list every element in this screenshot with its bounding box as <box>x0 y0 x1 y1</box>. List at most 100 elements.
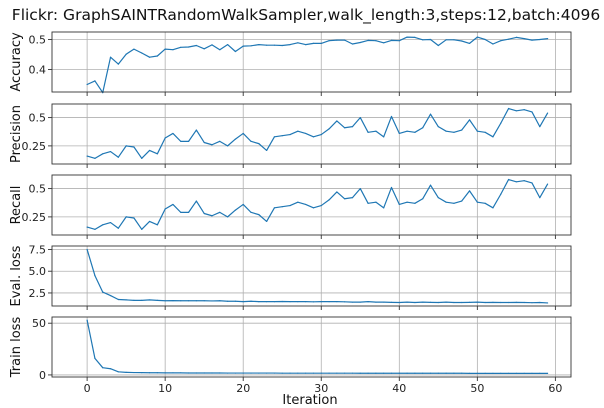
data-point <box>414 202 416 204</box>
data-point <box>102 153 104 155</box>
data-point <box>453 301 455 304</box>
data-point <box>203 372 205 374</box>
data-point <box>437 197 439 199</box>
y-tick-label: 0 <box>39 369 46 382</box>
data-point <box>219 372 221 374</box>
data-point <box>133 146 135 148</box>
data-point <box>523 38 525 40</box>
data-point <box>281 300 283 303</box>
data-point <box>258 44 260 46</box>
data-point <box>305 44 307 46</box>
y-axis-label: Accuracy <box>9 32 24 92</box>
data-point <box>500 40 502 42</box>
data-point <box>515 181 517 183</box>
data-point <box>398 203 400 206</box>
subplot-train-loss: 0 50 0 10 20 30 40 50 60 Train loss <box>9 316 572 395</box>
data-point <box>102 367 104 369</box>
data-point <box>109 56 112 58</box>
data-point <box>445 372 447 374</box>
data-point <box>429 372 432 374</box>
data-point <box>203 48 205 50</box>
data-point <box>133 371 135 374</box>
data-point <box>211 372 213 374</box>
y-tick-label: 0.25 <box>22 140 47 153</box>
x-tick-label: 20 <box>236 382 250 395</box>
data-point <box>250 300 252 302</box>
data-point <box>289 301 291 303</box>
data-point <box>476 130 478 132</box>
data-point <box>367 202 369 204</box>
data-point <box>328 199 330 201</box>
x-tick-label: 30 <box>314 382 328 395</box>
data-point <box>492 136 494 138</box>
data-point <box>351 372 354 374</box>
data-point <box>390 186 393 189</box>
data-point <box>406 36 408 38</box>
data-point <box>507 107 510 110</box>
data-point <box>227 300 229 302</box>
data-point <box>336 39 338 41</box>
data-point <box>531 302 533 304</box>
data-point <box>523 301 525 304</box>
data-point <box>359 187 361 190</box>
data-point <box>148 299 151 301</box>
data-point <box>172 203 174 206</box>
data-point <box>344 301 346 303</box>
data-point <box>227 216 229 218</box>
data-point <box>234 50 237 53</box>
data-point <box>461 129 463 131</box>
data-point <box>523 109 525 111</box>
axes-frame <box>51 174 572 236</box>
data-point <box>242 132 244 135</box>
data-point <box>507 301 510 304</box>
data-point <box>125 371 127 373</box>
data-point <box>546 183 549 185</box>
data-point <box>468 42 471 45</box>
data-point <box>219 211 221 213</box>
data-point <box>320 204 322 207</box>
figure-title: Flickr: GraphSAINTRandomWalkSampler,walk… <box>12 6 600 25</box>
data-point <box>312 372 315 374</box>
data-point <box>515 110 517 112</box>
data-point <box>227 145 229 147</box>
data-point <box>344 198 346 200</box>
data-point <box>367 131 369 133</box>
data-point <box>390 39 393 42</box>
data-point <box>211 300 213 302</box>
data-point <box>312 136 315 138</box>
data-point <box>297 130 299 132</box>
data-point <box>227 372 229 374</box>
data-point <box>351 301 354 303</box>
data-point <box>344 372 346 374</box>
data-point <box>281 372 283 374</box>
data-point <box>445 130 447 132</box>
data-point <box>344 39 346 41</box>
data-point <box>305 301 307 303</box>
data-point <box>406 201 408 203</box>
data-point <box>305 132 307 135</box>
y-tick-label: 7.5 <box>29 243 47 256</box>
data-point <box>133 48 135 50</box>
data-point <box>437 372 439 374</box>
data-point <box>367 301 369 303</box>
data-point <box>414 36 416 39</box>
y-tick-label: 50 <box>32 317 46 330</box>
data-point <box>336 191 338 193</box>
data-point <box>476 372 478 374</box>
data-point <box>273 44 276 46</box>
data-point <box>523 180 525 182</box>
series-line <box>86 36 548 94</box>
data-point <box>203 141 205 144</box>
y-axis-label: Eval. loss <box>9 245 24 306</box>
data-point <box>187 46 190 48</box>
data-point <box>414 372 416 374</box>
data-point <box>359 41 361 44</box>
data-point <box>500 193 502 195</box>
data-point <box>273 372 276 374</box>
data-point <box>437 301 439 304</box>
y-axis-label: Precision <box>9 105 24 163</box>
data-point <box>172 49 174 51</box>
data-point <box>390 301 393 303</box>
subplot-precision: 0.25 0.5 Precision <box>9 103 572 168</box>
data-point <box>328 301 330 303</box>
